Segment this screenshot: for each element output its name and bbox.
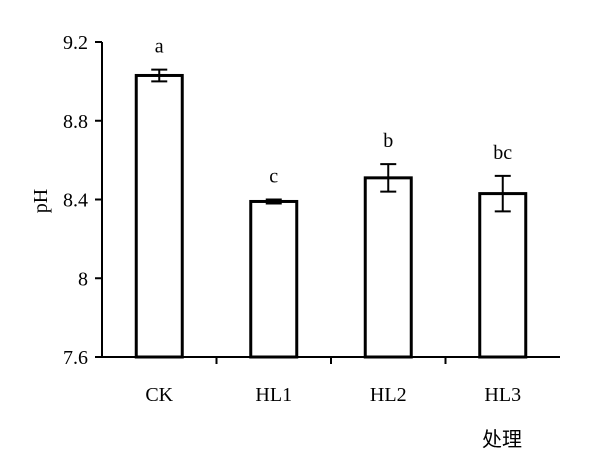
x-tick-label: CK: [145, 384, 173, 406]
y-tick-label: 8.8: [63, 111, 88, 133]
significance-label: c: [269, 166, 278, 188]
bar-hl2: [363, 176, 413, 359]
x-tick-label: HL3: [484, 384, 521, 406]
y-tick-label: 8: [78, 268, 88, 290]
y-tick-label: 9.2: [63, 32, 88, 54]
x-axis-title: 处理: [482, 428, 522, 451]
y-tick-label: 8.4: [63, 190, 88, 212]
significance-label: bc: [493, 142, 512, 164]
y-tick-label: 7.6: [63, 347, 88, 369]
x-tick-label: HL1: [255, 384, 292, 406]
bars: a CK c HL1 b HL2 bc HL3: [134, 36, 528, 406]
y-axis-title: pH: [30, 189, 52, 213]
significance-label: b: [383, 130, 393, 152]
x-tick-label: HL2: [370, 384, 407, 406]
bar-ck: [134, 73, 184, 359]
significance-label: a: [155, 36, 164, 58]
bar-hl3: [478, 192, 528, 359]
bar-hl1: [249, 199, 299, 359]
